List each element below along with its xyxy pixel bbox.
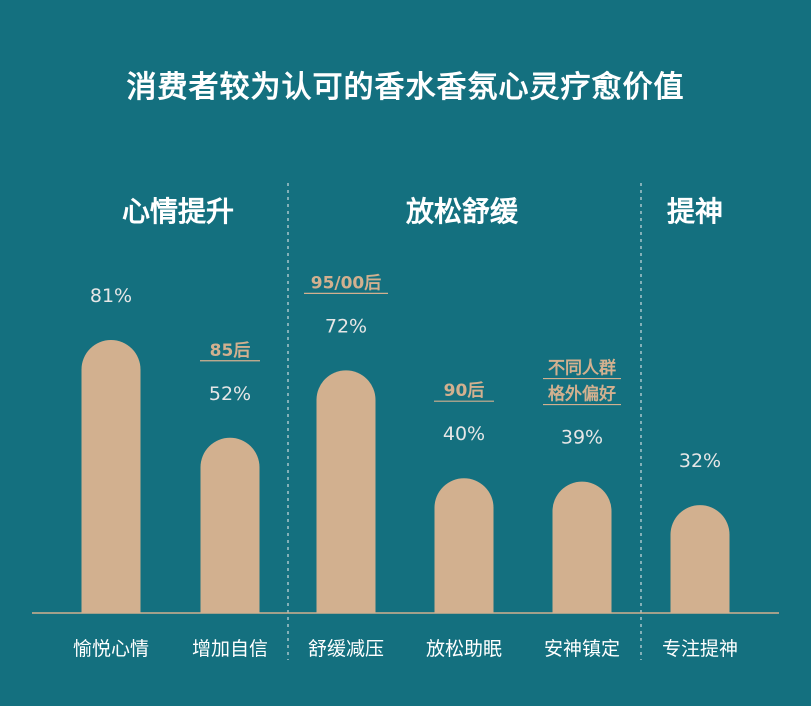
category-label-cat-6: 专注提神 — [662, 638, 738, 660]
category-label-cat-5: 安神镇定 — [544, 638, 620, 660]
bars — [81, 340, 730, 613]
group-title-1: 心情提升 — [122, 195, 234, 228]
data-label-cat-3: 72% — [325, 315, 367, 337]
category-label-cat-1: 愉悦心情 — [73, 638, 149, 660]
group-title-2: 放松舒缓 — [405, 195, 519, 228]
group-dividers — [287, 183, 642, 660]
category-label-cat-2: 增加自信 — [192, 638, 268, 660]
group-title-3: 提神 — [667, 195, 723, 228]
bar-cat-6 — [670, 505, 730, 613]
category-label-cat-3: 舒缓减压 — [308, 638, 384, 660]
annotation-2-line-1: 95/00后 — [311, 273, 382, 293]
group-titles: 心情提升 放松舒缓 提神 — [122, 195, 723, 228]
annotation-4-line-2: 格外偏好 — [548, 384, 616, 405]
bar-cat-3 — [316, 370, 376, 613]
data-label-cat-2: 52% — [209, 383, 251, 405]
category-labels: 愉悦心情 增加自信 舒缓减压 放松助眠 安神镇定 专注提神 — [73, 638, 738, 660]
data-label-cat-1: 81% — [90, 285, 132, 307]
category-label-cat-4: 放松助眠 — [426, 638, 502, 660]
annotation-4-line-1: 不同人群 — [548, 358, 616, 379]
data-labels: 81% 52% 72% 40% 39% 32% — [90, 285, 721, 472]
bar-cat-5 — [552, 481, 612, 613]
bar-cat-4 — [434, 478, 494, 613]
annotation-3-line-1: 90后 — [444, 381, 485, 401]
annotation-1-line-1: 85后 — [210, 341, 251, 361]
data-label-cat-4: 40% — [443, 423, 485, 445]
data-label-cat-5: 39% — [561, 427, 603, 449]
page-title: 消费者较为认可的香水香氛心灵疗愈价值 — [126, 70, 685, 105]
bar-cat-1 — [81, 340, 141, 613]
data-label-cat-6: 32% — [679, 450, 721, 472]
bar-cat-2 — [200, 437, 260, 613]
